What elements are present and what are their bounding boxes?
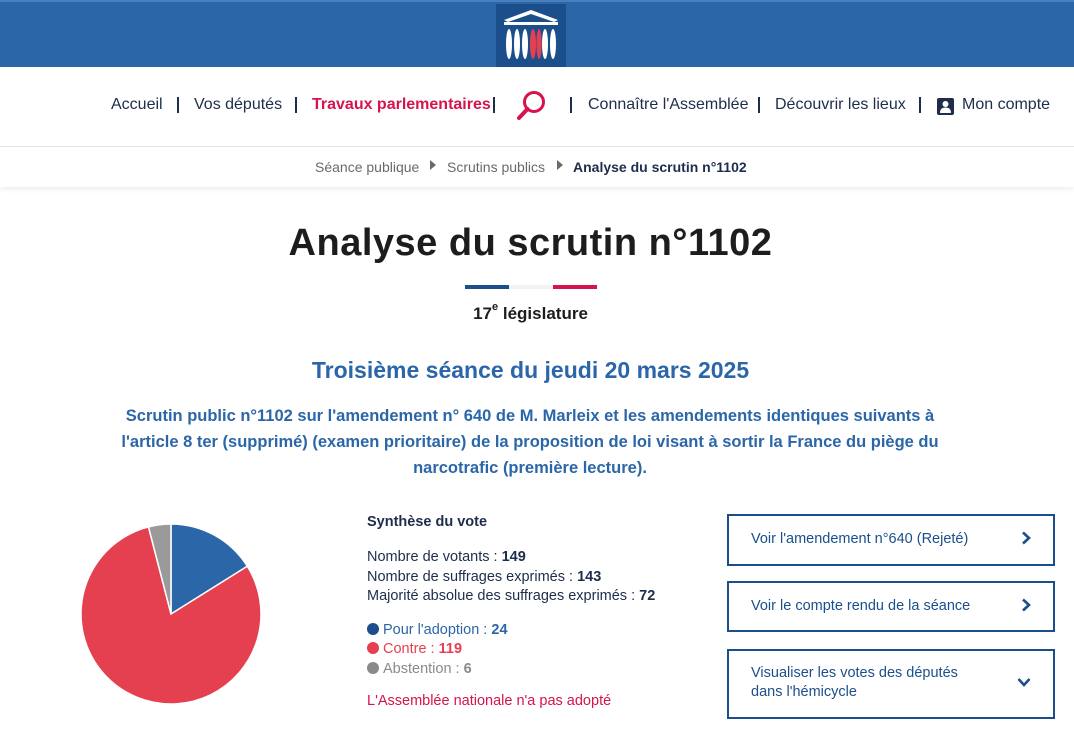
- nav-travaux-parlementaires[interactable]: Travaux parlementaires: [312, 96, 491, 113]
- view-amendment-label: Voir l'amendement n°640 (Rejeté): [751, 531, 969, 547]
- pie-slice-pour[interactable]: [170, 523, 249, 616]
- nav-separator: [493, 97, 495, 113]
- synthesis-title: Synthèse du vote: [367, 514, 488, 530]
- nav-separator: [758, 97, 760, 113]
- legend-abstention: Abstention : 6: [367, 660, 707, 680]
- main-navigation: Accueil Vos députés Travaux parlementair…: [0, 67, 1074, 147]
- nav-accueil[interactable]: Accueil: [111, 96, 163, 113]
- exprimes-label: Nombre de suffrages exprimés :: [367, 568, 574, 585]
- vote-synthesis: Synthèse du vote Nombre de votants : 149…: [367, 514, 707, 709]
- chevron-right-icon: [556, 159, 564, 174]
- abstention-value: 6: [463, 660, 472, 677]
- view-compte-rendu-label: Voir le compte rendu de la séance: [751, 598, 971, 614]
- votants-value: 149: [501, 549, 526, 565]
- chevron-right-icon: [429, 159, 437, 174]
- chevron-right-icon: [1021, 531, 1031, 550]
- search-icon[interactable]: [515, 89, 549, 123]
- contre-label: Contre :: [383, 641, 435, 657]
- breadcrumb: Séance publique Scrutins publics Analyse…: [0, 147, 1074, 187]
- visualize-hemicycle-button[interactable]: Visualiser les votes des députés dans l'…: [727, 649, 1055, 719]
- legend-contre: Contre : 119: [367, 640, 707, 660]
- breadcrumb-current: Analyse du scrutin n°1102: [573, 159, 747, 175]
- exprimes-value: 143: [577, 568, 602, 585]
- seance-heading: Troisième séance du jeudi 20 mars 2025: [311, 357, 750, 383]
- pour-value: 24: [491, 621, 508, 638]
- page-title: Analyse du scrutin n°1102: [288, 222, 773, 264]
- abstention-label: Abstention :: [383, 660, 460, 677]
- user-icon[interactable]: [937, 98, 954, 115]
- legislature-label: 17e législature: [0, 301, 1061, 324]
- legislature-superscript: e: [492, 301, 499, 313]
- nav-vos-deputes[interactable]: Vos députés: [194, 96, 283, 113]
- nav-connaitre-assemblee[interactable]: Connaître l'Assemblée: [588, 96, 749, 113]
- exprimes-line: Nombre de suffrages exprimés : 143: [367, 568, 707, 588]
- nav-separator: [177, 97, 179, 113]
- vote-result: L'Assemblée nationale n'a pas adopté: [367, 693, 612, 709]
- nav-separator: [919, 97, 921, 113]
- scrutin-description: Scrutin public n°1102 sur l'amendement n…: [121, 407, 939, 477]
- breadcrumb-seance-publique[interactable]: Séance publique: [315, 159, 420, 175]
- vote-legend: Pour l'adoption : 24 Contre : 119 Absten…: [367, 621, 707, 680]
- votants-line: Nombre de votants : 149: [367, 548, 707, 568]
- majorite-line: Majorité absolue des suffrages exprimés …: [367, 587, 707, 607]
- nav-mon-compte[interactable]: Mon compte: [962, 96, 1051, 113]
- legislature-text: législature: [502, 304, 588, 323]
- nav-separator: [295, 97, 297, 113]
- contre-value: 119: [438, 641, 463, 657]
- legend-dot-icon: [367, 661, 379, 674]
- flag-red-bar: [553, 285, 597, 289]
- legend-dot-icon: [367, 642, 379, 654]
- legend-pour: Pour l'adoption : 24: [367, 621, 707, 641]
- visualize-hemicycle-label: Visualiser les votes des députés dans l'…: [751, 665, 958, 700]
- view-compte-rendu-button[interactable]: Voir le compte rendu de la séance: [727, 581, 1055, 632]
- majorite-label: Majorité absolue des suffrages exprimés …: [367, 588, 636, 604]
- pour-label: Pour l'adoption :: [383, 621, 488, 638]
- flag-blue-bar: [465, 285, 509, 289]
- view-amendment-button[interactable]: Voir l'amendement n°640 (Rejeté): [727, 514, 1055, 566]
- chevron-down-icon: [1017, 674, 1031, 692]
- legislature-number: 17: [473, 304, 492, 323]
- nav-separator: [570, 97, 572, 113]
- votants-label: Nombre de votants :: [367, 549, 498, 565]
- majorite-value: 72: [639, 588, 656, 604]
- breadcrumb-scrutins-publics[interactable]: Scrutins publics: [447, 159, 546, 175]
- top-banner: [0, 0, 1074, 69]
- pie-slice-abstention[interactable]: [147, 523, 172, 615]
- flag-white-bar: [509, 285, 553, 289]
- assemblee-nationale-logo[interactable]: [496, 4, 566, 69]
- pie-slice-contre[interactable]: [80, 525, 262, 705]
- legend-dot-icon: [367, 622, 379, 635]
- nav-decouvrir-lieux[interactable]: Découvrir les lieux: [775, 96, 906, 113]
- vote-pie-chart: [80, 523, 262, 705]
- chevron-right-icon: [1021, 598, 1031, 617]
